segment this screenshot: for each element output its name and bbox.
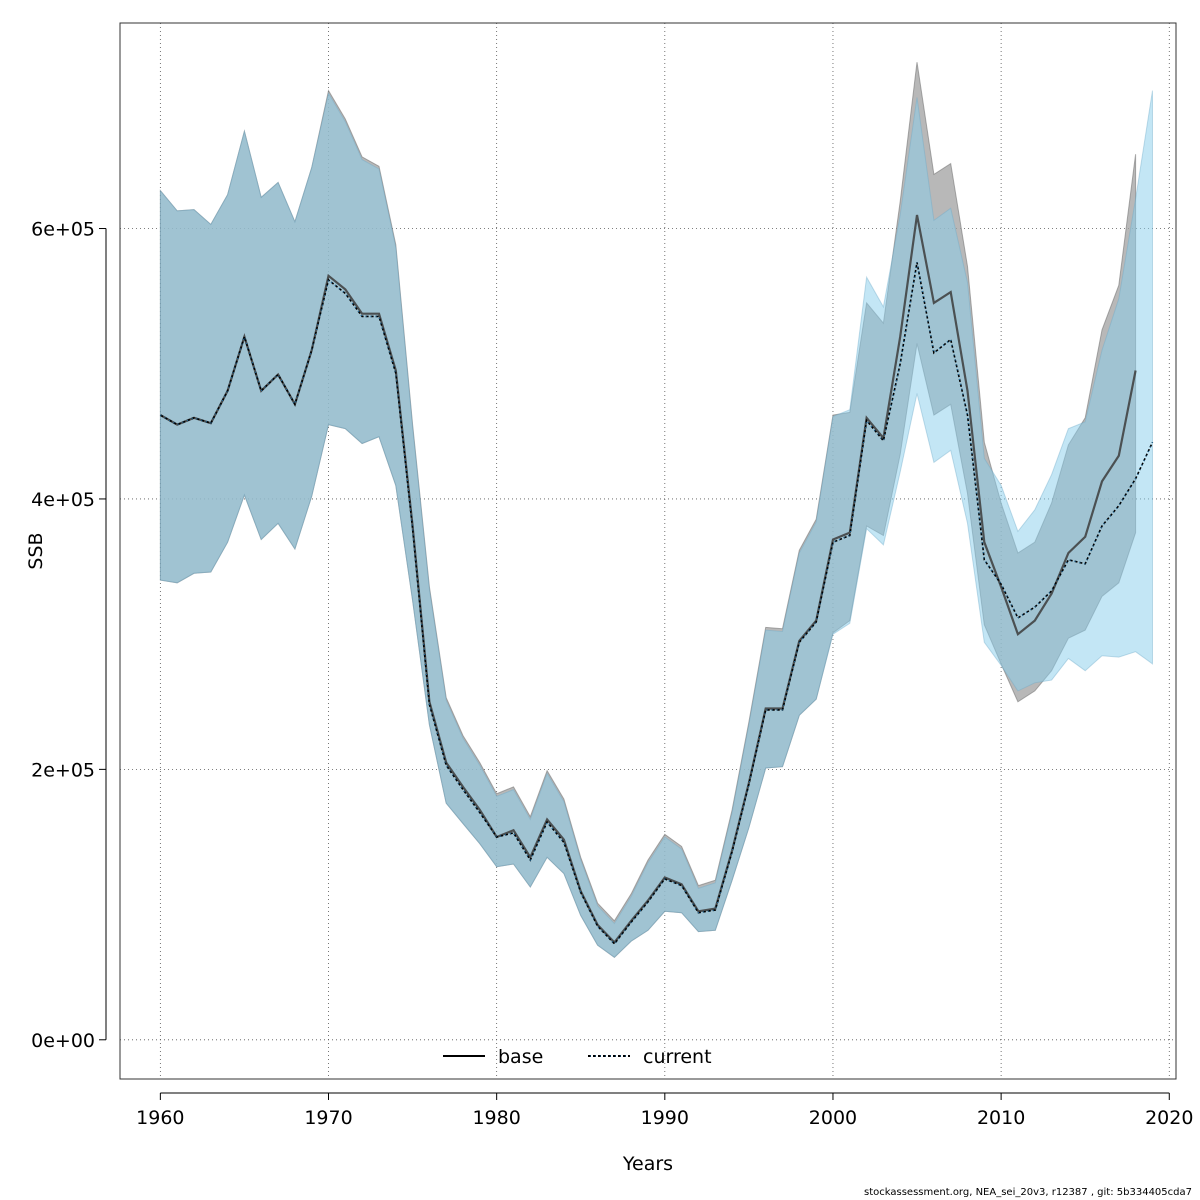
legend: base current [443, 1046, 712, 1068]
confidence-bands [159, 62, 1153, 958]
y-tick-label: 4e+05 [31, 489, 95, 511]
plot-frame [119, 22, 1177, 1080]
legend-base-label: base [498, 1046, 543, 1068]
legend-current-label: current [643, 1046, 712, 1068]
x-tick-label: 2000 [809, 1107, 857, 1129]
footer-credit: stockassessment.org, NEA_sei_20v3, r1238… [864, 1187, 1192, 1198]
x-tick-label: 1970 [304, 1107, 352, 1129]
y-axis-title: SSB [25, 532, 47, 569]
x-tick-label: 1960 [136, 1107, 184, 1129]
x-tick-label: 2020 [1145, 1107, 1193, 1129]
x-tick-label: 1990 [641, 1107, 689, 1129]
y-tick-label: 2e+05 [31, 759, 95, 781]
x-axis-title: Years [622, 1153, 673, 1175]
series-lines [159, 214, 1154, 946]
x-tick-label: 2010 [977, 1107, 1025, 1129]
y-tick-label: 0e+00 [31, 1030, 95, 1052]
line-current [160, 262, 1154, 946]
y-tick-label: 6e+05 [31, 219, 95, 241]
band-current [159, 90, 1153, 958]
x-tick-label: 1980 [472, 1107, 520, 1129]
x-axis: 1960 1970 1980 1990 2000 2010 2020 [136, 1092, 1193, 1129]
y-axis: 0e+00 2e+05 4e+05 6e+05 [31, 219, 107, 1052]
